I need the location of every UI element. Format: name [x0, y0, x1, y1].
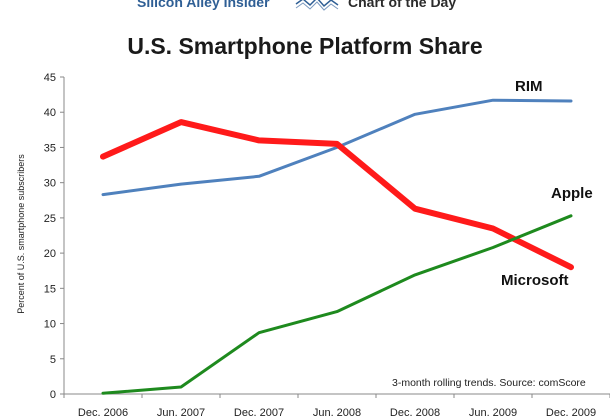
data-point-apple — [102, 392, 104, 394]
data-point-microsoft — [492, 227, 494, 229]
data-point-apple — [492, 246, 494, 248]
x-tick-label: Dec. 2008 — [390, 407, 440, 419]
y-tick-label: 30 — [44, 178, 56, 190]
y-tick-label: 35 — [44, 142, 56, 154]
data-point-rim — [492, 99, 494, 101]
y-tick-label: 0 — [50, 389, 56, 401]
series-label-microsoft: Microsoft — [501, 272, 569, 289]
y-tick-label: 10 — [44, 319, 56, 331]
data-point-rim — [102, 194, 104, 196]
data-point-apple — [258, 332, 260, 334]
y-tick-label: 40 — [44, 107, 56, 119]
data-point-apple — [180, 386, 182, 388]
x-tick-label: Dec. 2009 — [546, 407, 596, 419]
series-label-apple: Apple — [551, 185, 593, 202]
y-tick-label: 15 — [44, 283, 56, 295]
y-tick-label: 45 — [44, 72, 56, 84]
data-point-apple — [336, 311, 338, 313]
series-line-apple — [101, 214, 573, 395]
data-point-microsoft — [570, 266, 572, 268]
banner: Silicon Alley Insider Chart of the Day — [0, 0, 610, 14]
data-point-rim — [180, 183, 182, 185]
y-tick-label: 25 — [44, 213, 56, 225]
site-name: Silicon Alley Insider — [137, 0, 270, 10]
section-name: Chart of the Day — [348, 0, 457, 10]
chart-title: U.S. Smartphone Platform Share — [127, 33, 483, 59]
x-tick-label: Jun. 2007 — [157, 407, 205, 419]
data-point-microsoft — [336, 143, 338, 145]
data-point-rim — [570, 100, 572, 102]
data-point-apple — [570, 215, 572, 217]
chart-logo-icon — [295, 0, 339, 11]
x-tick-label: Dec. 2006 — [78, 407, 128, 419]
x-tick-label: Jun. 2009 — [469, 407, 517, 419]
data-point-rim — [414, 113, 416, 115]
source-note: 3-month rolling trends. Source: comScore — [392, 377, 586, 389]
data-point-microsoft — [102, 156, 104, 158]
series-label-rim: RIM — [515, 78, 543, 95]
data-point-microsoft — [180, 121, 182, 123]
data-point-microsoft — [258, 139, 260, 141]
x-tick-label: Dec. 2007 — [234, 407, 284, 419]
y-tick-label: 20 — [44, 248, 56, 260]
data-point-microsoft — [414, 208, 416, 210]
x-tick-label: Jun. 2008 — [313, 407, 361, 419]
data-point-rim — [258, 175, 260, 177]
data-point-apple — [414, 274, 416, 276]
y-tick-label: 5 — [50, 354, 56, 366]
